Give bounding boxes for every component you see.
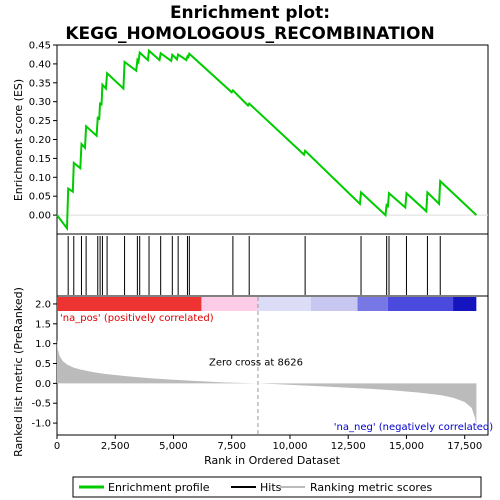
rank-bar-segment <box>387 297 454 311</box>
es-y-tick-label: 0.10 <box>29 173 51 184</box>
chart-title-line1: Enrichment plot: <box>170 3 330 23</box>
es-y-axis-label: Enrichment score (ES) <box>12 79 25 201</box>
x-tick-label: 17,500 <box>447 441 482 452</box>
legend-metric-label: Ranking metric scores <box>310 481 432 494</box>
metric-y-axis-label: Ranked list metric (PreRanked) <box>12 287 25 457</box>
positive-correlation-label: 'na_pos' (positively correlated) <box>60 313 214 324</box>
metric-y-tick-label: 2.0 <box>35 299 51 310</box>
es-y-tick-label: 0.00 <box>29 211 51 222</box>
negative-correlation-label: 'na_neg' (negatively correlated) <box>334 422 493 433</box>
rank-bar-segment <box>357 297 388 311</box>
chart-title-line2: KEGG_HOMOLOGOUS_RECOMBINATION <box>65 24 434 44</box>
es-y-tick-label: 0.40 <box>29 59 51 70</box>
enrichment-profile-line <box>56 48 478 232</box>
es-y-tick-label: 0.35 <box>29 78 51 89</box>
rank-bar-segment <box>310 297 358 311</box>
legend-box <box>72 476 482 498</box>
es-y-tick-label: 0.45 <box>29 41 51 52</box>
legend-hits-label: Hits <box>260 481 282 494</box>
rank-bar-segment <box>257 297 311 311</box>
es-y-tick-label: 0.05 <box>29 192 51 203</box>
legend-enrichment-label: Enrichment profile <box>108 481 210 494</box>
es-y-tick-label: 0.20 <box>29 135 51 146</box>
x-tick-label: 2,500 <box>101 441 130 452</box>
rank-bar-segment <box>57 297 202 311</box>
metric-y-tick-label: 0.5 <box>35 359 51 370</box>
es-y-tick-label: 0.25 <box>29 116 51 127</box>
es-y-tick-label: 0.30 <box>29 97 51 108</box>
metric-y-tick-label: -1.0 <box>31 419 51 430</box>
metric-y-tick-label: 1.0 <box>35 339 51 350</box>
x-tick-label: 7,500 <box>217 441 246 452</box>
x-axis-label: Rank in Ordered Dataset <box>204 454 341 467</box>
x-tick-label: 0 <box>54 441 60 452</box>
x-tick-label: 15,000 <box>389 441 424 452</box>
ranking-metric-area <box>57 338 477 431</box>
x-tick-label: 5,000 <box>159 441 188 452</box>
es-y-tick-label: 0.15 <box>29 154 51 165</box>
rank-bar-segment <box>453 297 477 311</box>
x-tick-label: 12,500 <box>331 441 366 452</box>
rank-bar-segment <box>201 297 258 311</box>
metric-y-tick-label: -0.5 <box>31 399 51 410</box>
metric-y-tick-label: 0.0 <box>35 379 51 390</box>
zero-cross-label: Zero cross at 8626 <box>209 358 303 369</box>
metric-y-tick-label: 1.5 <box>35 319 51 330</box>
x-tick-label: 10,000 <box>272 441 307 452</box>
